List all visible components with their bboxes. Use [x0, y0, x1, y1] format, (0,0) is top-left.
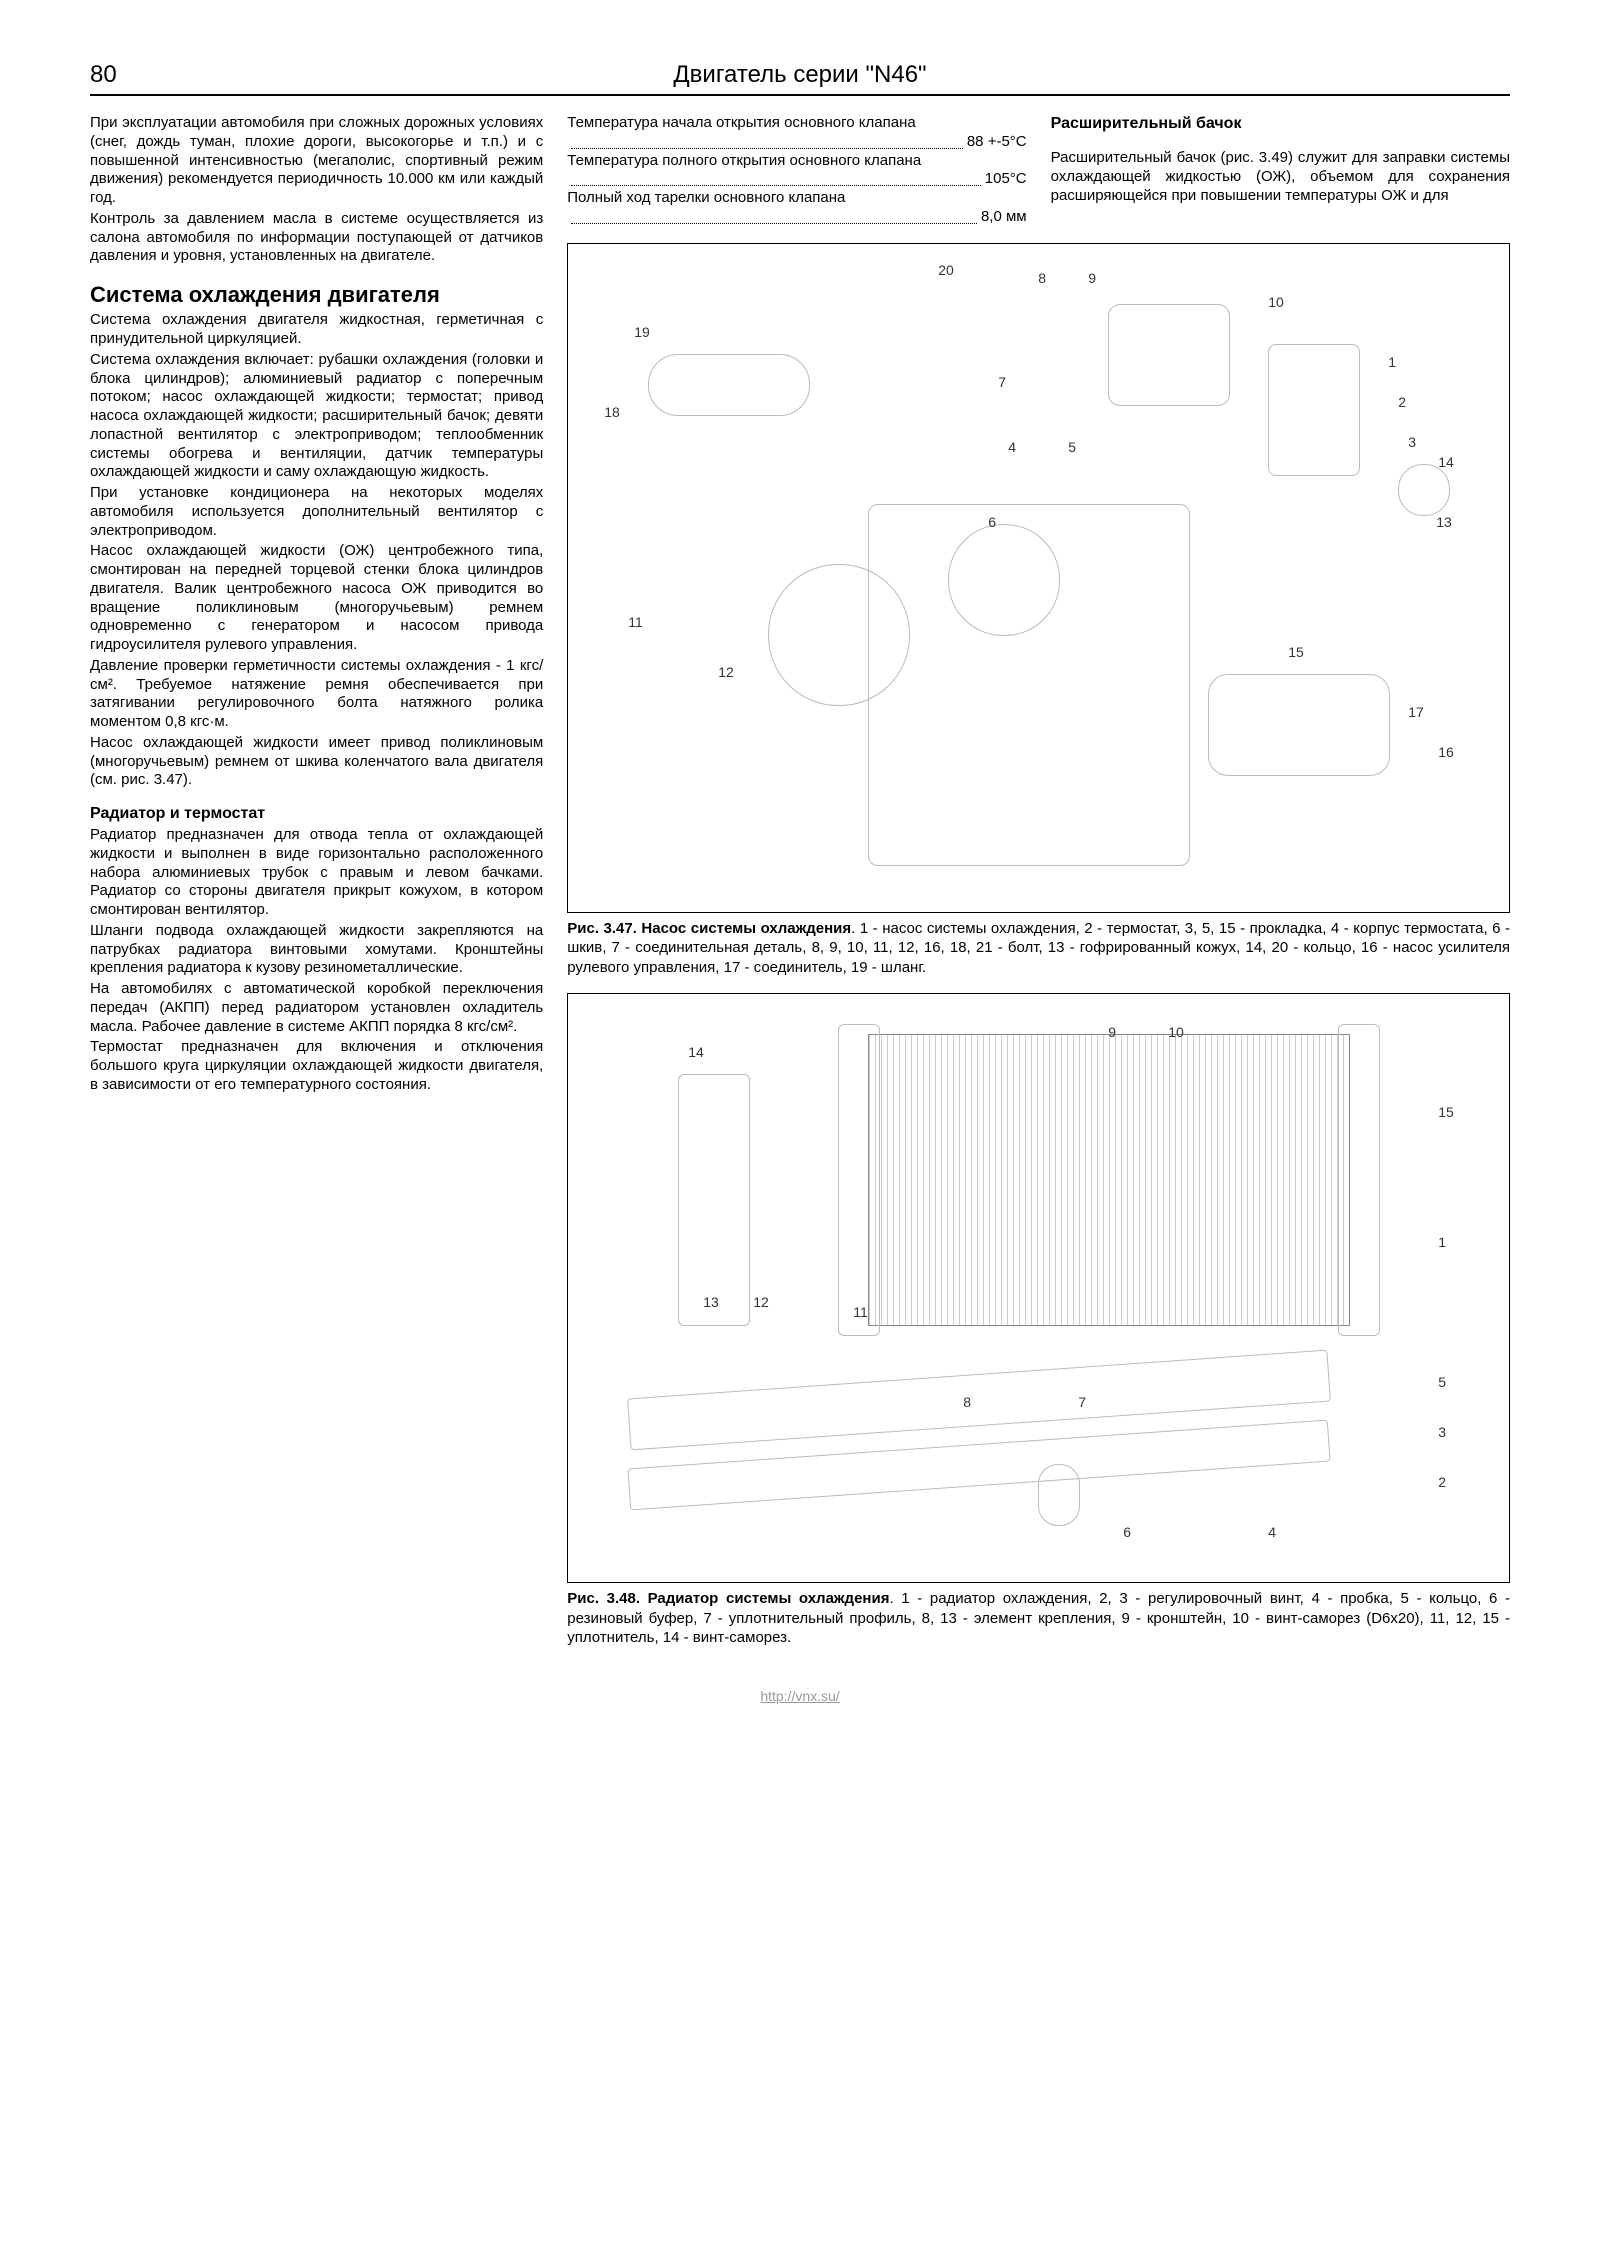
callout: 9 [1108, 1024, 1116, 1042]
paragraph: Давление проверки герметичности системы … [90, 657, 543, 732]
column-middle: Температура начала открытия основного кл… [567, 114, 1026, 227]
callout: 8 [963, 1394, 971, 1412]
callout: 1 [1388, 354, 1396, 372]
callout: 18 [604, 404, 620, 422]
paragraph: Расширительный бачок (рис. 3.49) служит … [1051, 149, 1510, 205]
callout: 11 [628, 614, 643, 632]
paragraph: Шланги подвода охлаждающей жидкости закр… [90, 922, 543, 978]
callout: 4 [1268, 1524, 1276, 1542]
heading-radiator-thermostat: Радиатор и термостат [90, 804, 543, 824]
spec-line: Полный ход тарелки основного клапана [567, 189, 1026, 208]
callout: 5 [1438, 1374, 1446, 1392]
figure-3-47-caption: Рис. 3.47. Насос системы охлаждения. 1 -… [567, 919, 1510, 978]
heading-expansion-tank: Расширительный бачок [1051, 114, 1510, 134]
figure-3-47-diagram: 19 18 20 8 9 10 1 2 3 14 13 7 4 5 6 11 1 [567, 243, 1510, 913]
callout: 6 [988, 514, 996, 532]
callout: 4 [1008, 439, 1016, 457]
page: 80 Двигатель серии "N46" При эксплуатаци… [0, 0, 1600, 1745]
callout: 8 [1038, 270, 1046, 288]
callout: 12 [718, 664, 734, 682]
paragraph: Насос охлаждающей жидкости (ОЖ) центробе… [90, 542, 543, 655]
footer-link[interactable]: http://vnx.su/ [90, 1688, 1510, 1706]
spec-line: Температура полного открытия основного к… [567, 152, 1026, 171]
right-top-row: Температура начала открытия основного кл… [567, 114, 1510, 227]
callout: 16 [1438, 744, 1454, 762]
callout: 10 [1268, 294, 1284, 312]
callout: 15 [1288, 644, 1304, 662]
paragraph: Контроль за давлением масла в системе ос… [90, 210, 543, 266]
figure-3-48: 14 9 10 15 1 13 12 11 8 7 6 4 5 3 2 [567, 993, 1510, 1648]
page-number: 80 [90, 60, 350, 90]
column-right: Расширительный бачок Расширительный бачо… [1051, 114, 1510, 227]
callout: 15 [1438, 1104, 1454, 1122]
callout: 7 [998, 374, 1006, 392]
callout: 12 [753, 1294, 769, 1312]
spec-line: 8,0 мм [567, 208, 1026, 227]
callout: 7 [1078, 1394, 1086, 1412]
callout: 2 [1398, 394, 1406, 412]
paragraph: При установке кондиционера на некоторых … [90, 484, 543, 540]
callout: 9 [1088, 270, 1096, 288]
column-left: При эксплуатации автомобиля при сложных … [90, 114, 543, 1648]
paragraph: Система охлаждения двигателя жидкостная,… [90, 311, 543, 349]
paragraph: Радиатор предназначен для отвода тепла о… [90, 826, 543, 920]
figure-3-47: 19 18 20 8 9 10 1 2 3 14 13 7 4 5 6 11 1 [567, 243, 1510, 978]
paragraph: При эксплуатации автомобиля при сложных … [90, 114, 543, 208]
callout: 11 [853, 1304, 868, 1322]
callout: 3 [1408, 434, 1416, 452]
spec-line: 105°C [567, 170, 1026, 189]
figure-3-48-diagram: 14 9 10 15 1 13 12 11 8 7 6 4 5 3 2 [567, 993, 1510, 1583]
callout: 2 [1438, 1474, 1446, 1492]
callout: 20 [938, 262, 954, 280]
callout: 1 [1438, 1234, 1446, 1252]
paragraph: Термостат предназначен для включения и о… [90, 1038, 543, 1094]
callout: 3 [1438, 1424, 1446, 1442]
page-title: Двигатель серии "N46" [350, 60, 1250, 90]
spec-line: Температура начала открытия основного кл… [567, 114, 1026, 133]
callout: 5 [1068, 439, 1076, 457]
spec-line: 88 +-5°C [567, 133, 1026, 152]
callout: 14 [688, 1044, 704, 1062]
callout: 17 [1408, 704, 1424, 722]
figure-3-48-caption: Рис. 3.48. Радиатор системы охлаждения. … [567, 1589, 1510, 1648]
heading-cooling-system: Система охлаждения двигателя [90, 282, 543, 307]
callout: 14 [1438, 454, 1454, 472]
callout: 13 [703, 1294, 719, 1312]
paragraph: На автомобилях с автоматической коробкой… [90, 980, 543, 1036]
body-columns: При эксплуатации автомобиля при сложных … [90, 114, 1510, 1648]
callout: 10 [1168, 1024, 1184, 1042]
page-header: 80 Двигатель серии "N46" [90, 60, 1510, 96]
paragraph: Система охлаждения включает: рубашки охл… [90, 351, 543, 482]
callout: 6 [1123, 1524, 1131, 1542]
column-right-block: Температура начала открытия основного кл… [567, 114, 1510, 1648]
callout: 13 [1436, 514, 1452, 532]
callout: 19 [634, 324, 650, 342]
paragraph: Насос охлаждающей жидкости имеет привод … [90, 734, 543, 790]
